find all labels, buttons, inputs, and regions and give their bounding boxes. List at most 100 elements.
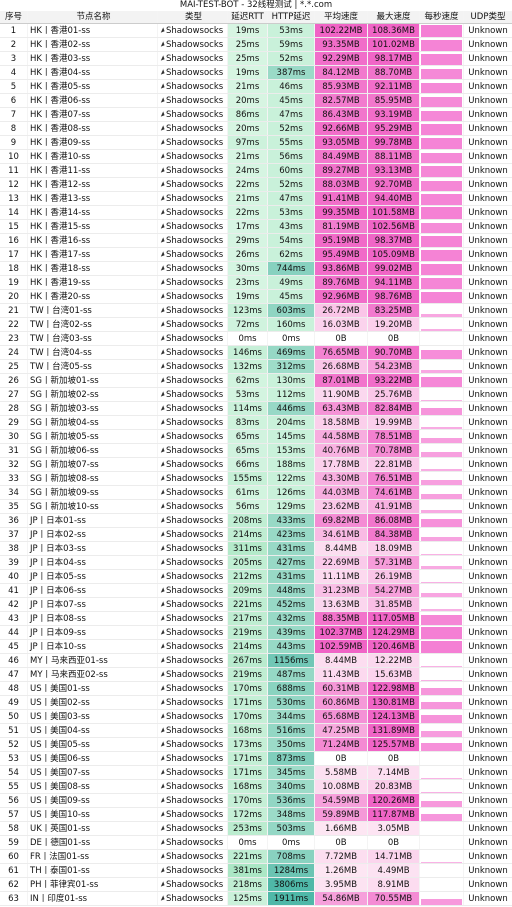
- table-cell: 20ms: [228, 94, 268, 107]
- table-cell: 146ms: [228, 346, 268, 359]
- table-cell: PH丨菲律宾01-ss: [28, 878, 158, 891]
- speed-spark: [421, 593, 462, 597]
- table-cell: 39: [0, 556, 28, 569]
- table-cell: 46ms: [268, 80, 315, 93]
- table-cell: Unknown: [468, 250, 508, 260]
- table-cell: Shadowsocks: [158, 724, 228, 737]
- table-cell: Unknown: [468, 320, 508, 330]
- protocol-icon: [159, 69, 165, 75]
- table-cell: 70.78MB: [368, 444, 420, 457]
- table-cell: 221ms: [228, 598, 268, 611]
- table-cell: 99.35MB: [315, 206, 368, 219]
- table-cell: Unknown: [468, 390, 508, 400]
- table-cell: 217ms: [228, 612, 268, 625]
- table-cell: TW丨台湾02-ss: [28, 318, 158, 331]
- table-cell: 47ms: [268, 108, 315, 121]
- table-cell: 122ms: [268, 472, 315, 485]
- table-cell: 57.31MB: [368, 556, 420, 569]
- table-cell: US丨美国07-ss: [28, 766, 158, 779]
- table-cell: Unknown: [468, 264, 508, 274]
- table-cell: 10.08MB: [315, 780, 368, 793]
- protocol-text: Shadowsocks: [166, 586, 224, 596]
- table-cell: [420, 850, 464, 863]
- table-cell: [420, 136, 464, 149]
- speed-spark: [421, 742, 462, 751]
- table-cell: Shadowsocks: [158, 150, 228, 163]
- table-cell: [420, 150, 464, 163]
- table-cell: 60ms: [268, 164, 315, 177]
- table-cell: Shadowsocks: [158, 864, 228, 877]
- table-cell: 155ms: [228, 472, 268, 485]
- table-row: 8 HK丨香港08-ss Shadowsocks 20ms 52ms 92.66MB 95.…: [0, 122, 512, 136]
- table-cell: [420, 556, 464, 569]
- speed-spark: [421, 452, 462, 457]
- table-cell: 3806ms: [268, 878, 315, 891]
- table-cell: HK丨香港08-ss: [28, 122, 158, 135]
- table-cell: 21ms: [228, 192, 268, 205]
- table-cell: 40: [0, 570, 28, 583]
- protocol-icon: [159, 881, 165, 887]
- header-cell: 类型: [158, 11, 228, 23]
- table-cell: Shadowsocks: [158, 192, 228, 205]
- table-row: 5 HK丨香港05-ss Shadowsocks 21ms 46ms 85.93MB 92.…: [0, 80, 512, 94]
- protocol-icon: [159, 461, 165, 467]
- protocol-text: Shadowsocks: [166, 166, 224, 176]
- table-cell: Shadowsocks: [158, 430, 228, 443]
- table-cell: Unknown: [468, 880, 508, 890]
- protocol-text: Shadowsocks: [166, 628, 224, 638]
- table-cell: 76.51MB: [368, 472, 420, 485]
- table-cell: US丨美国04-ss: [28, 724, 158, 737]
- table-row: 45 JP丨日本10-ss Shadowsocks 214ms 443ms 102.59M…: [0, 640, 512, 654]
- table-cell: HK丨香港15-ss: [28, 220, 158, 233]
- table-cell: JP丨日本07-ss: [28, 598, 158, 611]
- speed-spark: [421, 687, 462, 695]
- protocol-icon: [159, 601, 165, 607]
- table-cell: [420, 80, 464, 93]
- table-cell: [420, 472, 464, 485]
- table-cell: [420, 710, 464, 723]
- table-row: 35 SG丨新加坡10-ss Shadowsocks 56ms 129ms 23.62MB…: [0, 500, 512, 514]
- table-cell: 205ms: [228, 556, 268, 569]
- table-cell: 18: [0, 262, 28, 275]
- speed-spark: [421, 349, 462, 359]
- table-cell: Unknown: [468, 488, 508, 498]
- table-cell: 219ms: [228, 626, 268, 639]
- table-cell: 209ms: [228, 584, 268, 597]
- table-cell: [420, 52, 464, 65]
- speed-spark: [421, 235, 462, 247]
- table-cell: Shadowsocks: [158, 640, 228, 653]
- table-cell: 13: [0, 192, 28, 205]
- table-cell: Shadowsocks: [158, 136, 228, 149]
- table-cell: 43: [0, 612, 28, 625]
- table-cell: 17.78MB: [315, 458, 368, 471]
- table-cell: Shadowsocks: [158, 178, 228, 191]
- table-cell: 52ms: [268, 52, 315, 65]
- table-cell: [420, 598, 464, 611]
- protocol-icon: [159, 769, 165, 775]
- table-cell: 32: [0, 458, 28, 471]
- table-cell: Unknown: [468, 796, 508, 806]
- speed-spark: [421, 518, 462, 527]
- speed-spark: [421, 437, 462, 443]
- table-cell: 44: [0, 626, 28, 639]
- table-cell: Unknown: [468, 208, 508, 218]
- table-row: 19 HK丨香港19-ss Shadowsocks 23ms 49ms 89.76MB 94…: [0, 276, 512, 290]
- table-cell: 45: [0, 640, 28, 653]
- table-cell: 18.58MB: [315, 416, 368, 429]
- table-cell: 55: [0, 780, 28, 793]
- speed-spark: [421, 82, 462, 93]
- table-cell: [420, 542, 464, 555]
- protocol-icon: [159, 839, 165, 845]
- table-cell: 24: [0, 346, 28, 359]
- table-cell: 469ms: [268, 346, 315, 359]
- table-cell: Unknown: [468, 656, 508, 666]
- table-cell: 82.84MB: [368, 402, 420, 415]
- table-cell: 83ms: [228, 416, 268, 429]
- protocol-text: Shadowsocks: [166, 236, 224, 246]
- table-cell: 61ms: [228, 486, 268, 499]
- table-cell: 348ms: [268, 808, 315, 821]
- table-cell: 19: [0, 276, 28, 289]
- table-cell: 85.93MB: [315, 80, 368, 93]
- table-cell: 93.13MB: [368, 164, 420, 177]
- table-cell: 0B: [315, 752, 368, 765]
